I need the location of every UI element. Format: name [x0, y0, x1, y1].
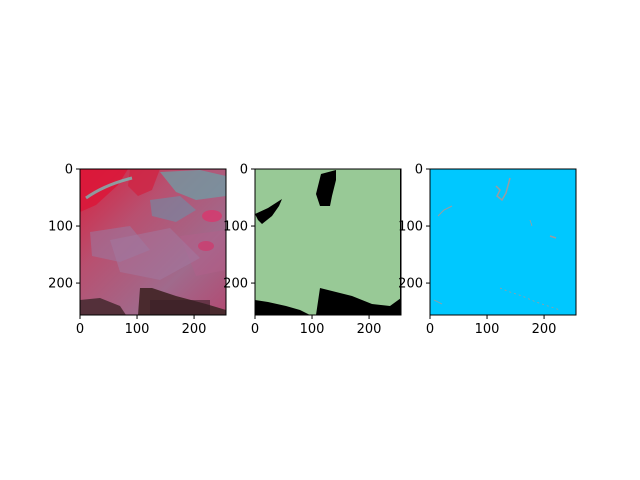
x-tick-label: 200	[532, 322, 557, 337]
panel-satellite-image	[79, 168, 227, 316]
x-tick-label: 0	[76, 322, 84, 337]
y-tick-label: 200	[48, 277, 73, 292]
panel-edge-map	[429, 168, 577, 316]
x-tick-label: 100	[125, 322, 150, 337]
segmentation-mask	[255, 169, 401, 315]
y-tick-label: 0	[415, 163, 423, 178]
y-tick-label: 0	[240, 163, 248, 178]
axis-ticks: 0 100 200 0 100 200 0 100 200 0 100 200 0 100 200 0 100 2…	[48, 163, 556, 338]
edge-map	[430, 169, 576, 315]
satellite-image	[80, 169, 226, 315]
y-tick-label: 100	[48, 220, 73, 235]
y-tick-label: 200	[223, 277, 248, 292]
x-tick-label: 0	[426, 322, 434, 337]
panel-segmentation-mask	[254, 168, 402, 316]
x-tick-label: 200	[182, 322, 207, 337]
y-tick-label: 0	[65, 163, 73, 178]
y-tick-label: 100	[398, 220, 423, 235]
x-tick-label: 100	[300, 322, 325, 337]
x-tick-label: 200	[357, 322, 382, 337]
y-tick-label: 100	[223, 220, 248, 235]
x-tick-label: 0	[251, 322, 259, 337]
y-tick-label: 200	[398, 277, 423, 292]
x-tick-label: 100	[475, 322, 500, 337]
